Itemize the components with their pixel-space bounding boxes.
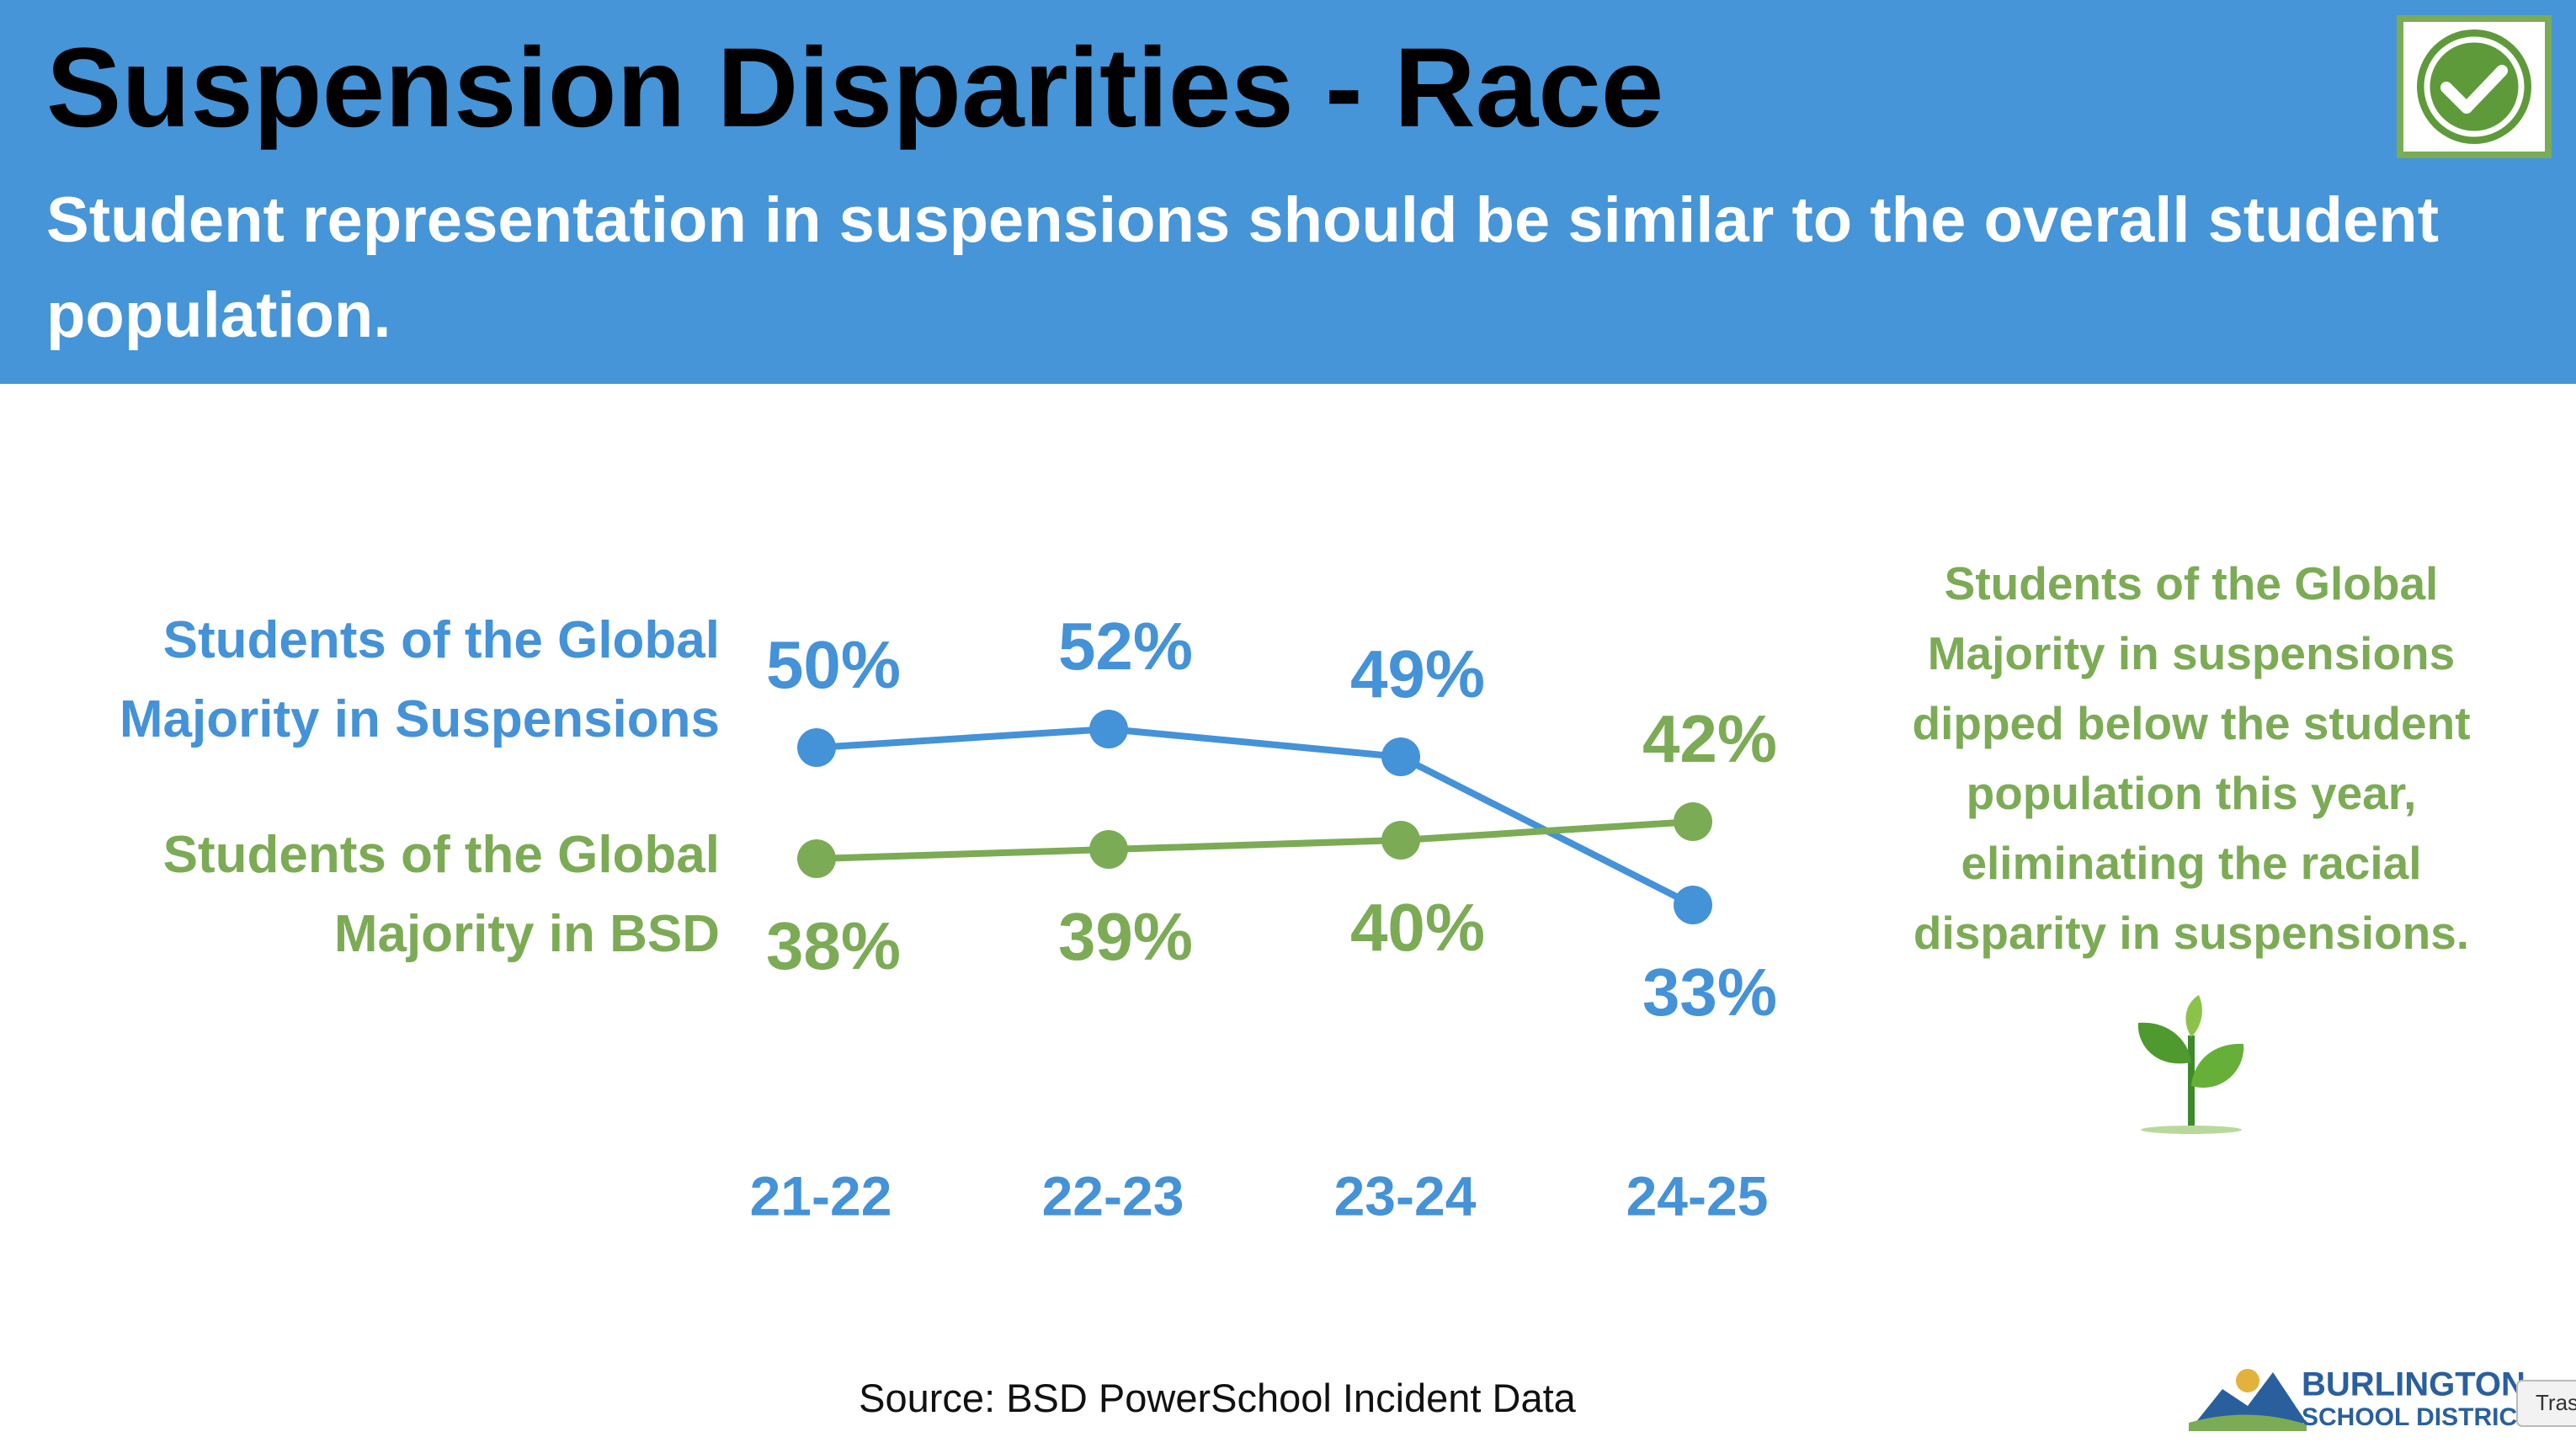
x-tick-label: 22-23 <box>1042 1164 1184 1227</box>
data-point <box>1089 710 1128 748</box>
data-label: 39% <box>1058 899 1193 974</box>
annotation: Students of the Global Majority in suspe… <box>1912 557 2471 959</box>
data-point <box>1381 737 1420 776</box>
check-icon <box>2397 15 2552 158</box>
legend-entry: Students of the Global Majority in Suspe… <box>119 611 720 748</box>
data-label: 49% <box>1350 636 1485 711</box>
legend-entry: Students of the Global Majority in BSD <box>162 826 720 963</box>
data-point <box>1674 886 1712 924</box>
x-tick-label: 24-25 <box>1626 1164 1769 1227</box>
data-label: 33% <box>1642 955 1777 1030</box>
data-point <box>1381 821 1420 860</box>
x-tick-label: 21-22 <box>750 1164 892 1227</box>
tooltip: Tras <box>2516 1380 2576 1427</box>
logo-name: BURLINGTON <box>2302 1366 2525 1403</box>
data-point <box>1674 802 1712 841</box>
data-label: 42% <box>1642 701 1777 776</box>
logo-subtitle: SCHOOL DISTRICT <box>2302 1403 2532 1431</box>
chart-title: Suspension Disparities - Race <box>46 25 1664 151</box>
x-tick-label: 23-24 <box>1334 1164 1477 1227</box>
tooltip-text: Tras <box>2536 1390 2576 1415</box>
logo: BURLINGTON SCHOOL DISTRICT <box>2189 1366 2532 1431</box>
header-band <box>0 0 2576 384</box>
data-point <box>797 839 836 878</box>
source-note: Source: BSD PowerSchool Incident Data <box>859 1376 1576 1420</box>
data-label: 40% <box>1350 890 1485 965</box>
chart-subtitle: Student representation in suspensions sh… <box>46 184 2440 351</box>
series-line <box>816 818 1694 862</box>
data-point <box>797 728 836 767</box>
series-line <box>816 725 1695 908</box>
data-label: 50% <box>766 627 901 702</box>
data-label: 38% <box>766 908 901 983</box>
data-point <box>1089 830 1128 869</box>
plant-icon <box>2137 995 2244 1134</box>
data-label: 52% <box>1058 609 1193 684</box>
